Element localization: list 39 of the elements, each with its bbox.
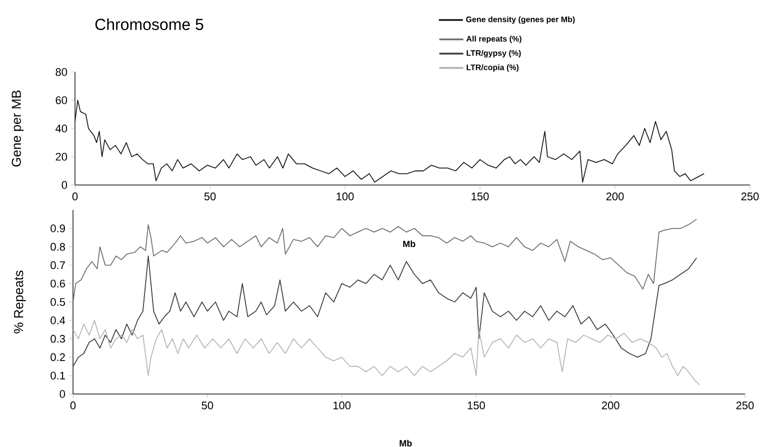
x-tick-label: 50 [204,192,216,200]
y-tick-label: 20 [56,152,68,161]
x-tick-label: 250 [736,402,754,410]
x-tick-label: 0 [72,192,78,200]
chart-title: Chromosome 5 [95,18,204,30]
x-tick-label: 150 [472,192,489,200]
legend-label: Gene density (genes per Mb) [466,16,575,24]
x-axis-title: Mb [400,440,412,446]
y-tick-label: 0.1 [50,372,65,380]
x-tick-label: 200 [606,192,624,200]
y-tick-label: 0.4 [50,316,66,324]
x-tick-label: 50 [202,402,214,410]
line-series [73,256,698,367]
y-tick-label: 60 [56,96,68,104]
y-tick-label: 0 [60,390,66,398]
y-axis-title: % Repeats [14,270,26,334]
x-axis-title: Mb [403,240,416,248]
y-tick-label: 0.2 [50,353,65,362]
y-tick-label: 0.7 [50,261,65,270]
x-tick-label: 0 [70,402,76,410]
line-series [73,218,698,302]
y-tick-label: 80 [56,68,68,76]
y-tick-label: 0.5 [50,298,66,306]
legend-label: LTR/gypsy (%) [466,50,521,58]
x-tick-label: 150 [468,402,485,410]
x-tick-label: 100 [333,402,351,410]
legend-label: LTR/copia (%) [466,64,519,72]
x-tick-label: 250 [741,192,759,200]
y-tick-label: 0.9 [50,224,65,232]
y-axis-title: Gene per MB [12,90,24,166]
legend-label: All repeats (%) [466,36,522,44]
y-tick-label: 0.6 [50,280,65,288]
y-tick-label: 0.8 [50,242,65,251]
y-tick-label: 0.3 [50,334,65,343]
y-tick-label: 0 [62,181,68,189]
line-series [73,320,700,386]
x-tick-label: 100 [336,192,354,200]
y-tick-label: 40 [55,124,68,132]
x-tick-label: 200 [602,402,620,410]
